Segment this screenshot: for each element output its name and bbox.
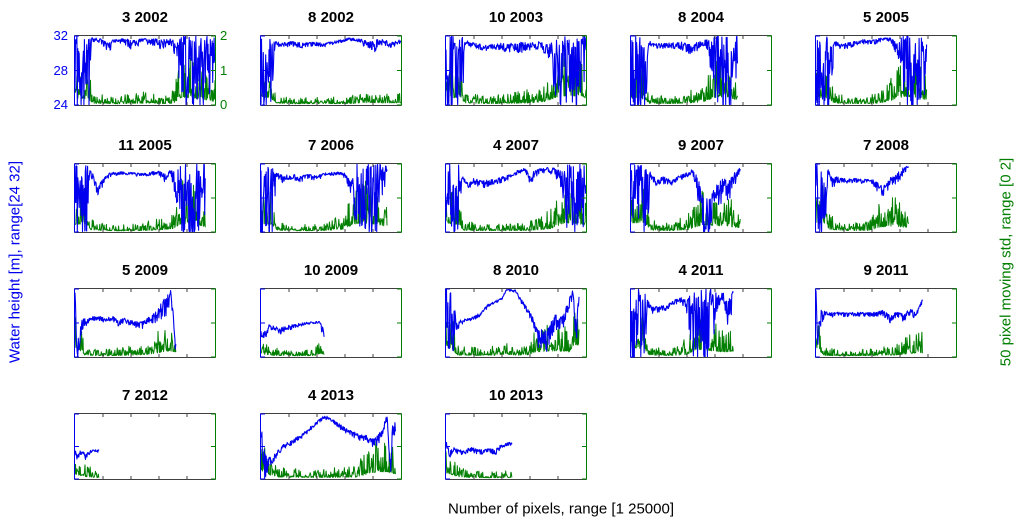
subplot-title: 11 2005 (118, 137, 172, 154)
subplot-plot-area (445, 288, 587, 358)
subplot-title: 4 2011 (678, 262, 724, 279)
water-height-series (74, 35, 216, 106)
water-height-series (630, 164, 741, 233)
right-tick-label: 2 (220, 28, 228, 43)
subplot-title: 8 2010 (493, 262, 539, 279)
water-height-series (630, 288, 734, 358)
water-height-series (260, 163, 388, 233)
std-series (74, 463, 100, 479)
subplot-plot-area (630, 35, 772, 106)
water-height-series (260, 415, 396, 480)
water-height-series (445, 163, 587, 233)
water-height-series (74, 163, 206, 233)
std-series (260, 440, 396, 478)
subplot-title: 4 2013 (308, 387, 354, 404)
subplot-plot-area (630, 163, 772, 233)
subplot-plot-area (815, 288, 957, 358)
std-series (260, 343, 325, 357)
std-series (445, 54, 587, 105)
std-series (815, 59, 928, 105)
subplot-title: 3 2002 (122, 9, 168, 26)
subplot-plot-area (445, 35, 587, 106)
std-series (630, 312, 734, 357)
subplot-plot-area (260, 163, 402, 233)
left-tick-label: 24 (53, 97, 68, 112)
subplot-title: 7 2006 (308, 137, 354, 154)
subplot-plot-area (74, 413, 216, 480)
left-tick-label: 32 (53, 28, 68, 43)
subplot-title: 10 2003 (488, 9, 544, 26)
std-series (445, 451, 513, 479)
right-tick-label: 0 (220, 97, 228, 112)
subplot-plot-area (260, 413, 402, 480)
water-height-series (260, 37, 402, 106)
water-height-series (445, 441, 513, 458)
subplot-title: 5 2005 (863, 9, 909, 26)
x-axis-label: Number of pixels, range [1 25000] (448, 500, 674, 518)
subplot-title: 10 2013 (488, 387, 544, 404)
std-series (74, 57, 216, 105)
water-height-series (445, 35, 587, 106)
water-height-series (815, 290, 923, 345)
subplot-plot-area (260, 288, 402, 358)
subplot-title: 5 2009 (122, 262, 168, 279)
std-series (445, 312, 580, 356)
std-series (815, 185, 909, 231)
right-y-axis-label: 50 pixel moving std, range [0 2] (997, 157, 1015, 367)
subplot-plot-area (74, 35, 216, 106)
subplot-plot-area (260, 35, 402, 106)
water-height-series (630, 35, 738, 106)
subplot-plot-area (74, 163, 216, 233)
std-series (815, 325, 923, 357)
water-height-series (260, 320, 325, 339)
right-tick-label: 1 (220, 62, 228, 78)
std-series (630, 187, 741, 232)
water-height-series (445, 288, 580, 352)
std-series (74, 317, 177, 357)
subplot-title: 9 2011 (863, 262, 909, 279)
water-height-series (815, 163, 909, 233)
water-height-series (74, 290, 177, 358)
subplot-plot-area (445, 413, 587, 480)
subplot-plot-area (74, 288, 216, 358)
subplot-title: 7 2012 (122, 387, 168, 404)
subplot-plot-area (815, 163, 957, 233)
subplot-plot-area (445, 163, 587, 233)
std-series (260, 71, 402, 105)
subplot-title: 8 2002 (308, 9, 354, 26)
subplot-title: 9 2007 (678, 137, 724, 154)
subplot-title: 7 2008 (863, 137, 909, 154)
subplot-title: 10 2009 (303, 262, 359, 279)
water-height-series (815, 35, 928, 106)
subplot-title: 4 2007 (493, 137, 539, 154)
left-tick-label: 28 (53, 62, 68, 78)
subplot-title: 8 2004 (678, 9, 724, 26)
subplot-plot-area (630, 288, 772, 358)
subplot-plot-area (815, 35, 957, 106)
std-series (445, 184, 587, 232)
water-height-series (74, 449, 100, 460)
left-y-axis-label: Water height [m], range[24 32] (6, 160, 24, 364)
